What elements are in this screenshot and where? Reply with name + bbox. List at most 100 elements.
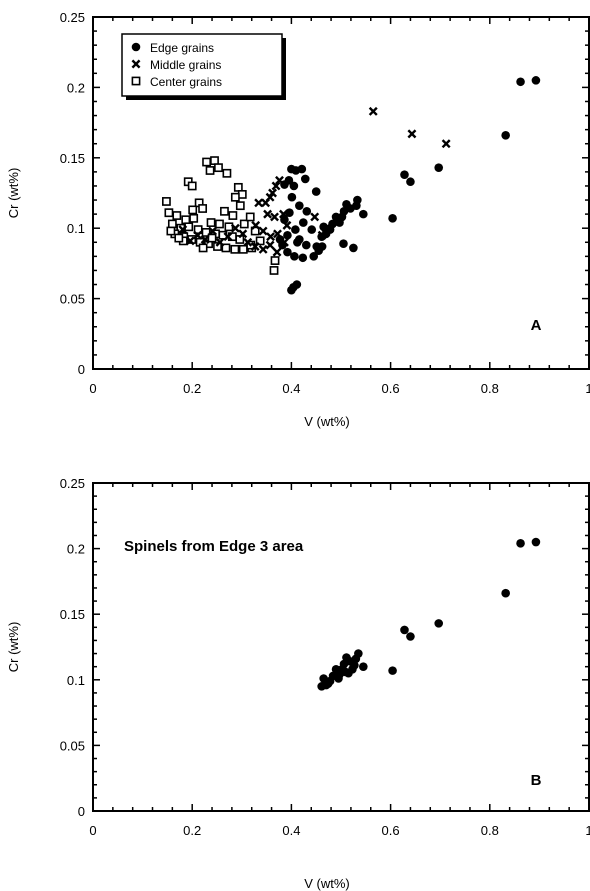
data-point-middle (263, 209, 273, 219)
y-tick-label: 0 (78, 362, 85, 377)
chart-annotation-title: Spinels from Edge 3 area (124, 538, 304, 555)
data-point-center (174, 233, 184, 243)
data-point-middle (272, 247, 282, 257)
x-tick-label: 0.4 (282, 823, 300, 838)
data-point-center (167, 219, 177, 229)
data-point-center (235, 201, 245, 211)
y-axis-label: Cr (wt%) (6, 622, 21, 673)
data-point-edge (317, 242, 327, 251)
x-tick-label: 1 (585, 823, 590, 838)
legend-entry-label: Edge grains (150, 41, 214, 55)
data-point-middle (230, 223, 240, 233)
x-tick-label: 0 (89, 381, 96, 396)
data-point-edge (342, 199, 351, 209)
chart-panel-a: 0 0.2 0.4 0.6 0.8 1 0 0.05 0.1 0.15 0.2 0.25 V (wt%)… (6, 10, 590, 429)
data-point-center (198, 204, 208, 213)
data-point-middle (254, 198, 264, 208)
data-point-middle (265, 240, 275, 250)
data-point-edge (350, 661, 359, 670)
data-point-edge (516, 539, 525, 548)
data-point-edge (319, 222, 328, 232)
data-point-center (239, 219, 249, 229)
data-point-center (188, 205, 198, 215)
y-tick-label: 0.25 (60, 10, 85, 25)
y-tick-label: 0.2 (67, 542, 85, 557)
data-point-center (198, 243, 208, 253)
data-point-edge (406, 632, 415, 641)
data-point-center (224, 222, 234, 232)
data-point-center (189, 213, 199, 223)
data-point-edge (289, 181, 299, 191)
data-point-edge (311, 187, 321, 196)
y-tick-label: 0.05 (60, 738, 85, 753)
data-point-middle (185, 236, 195, 246)
data-point-middle (131, 59, 141, 69)
x-tick-label: 0.4 (282, 381, 300, 396)
data-point-edge (287, 192, 297, 202)
data-point-edge (285, 208, 294, 218)
data-point-edge (295, 201, 304, 210)
y-axis-label: Cr (wt%) (6, 168, 21, 219)
data-point-center (221, 243, 231, 253)
data-point-middle (258, 244, 268, 254)
data-point-edge (290, 252, 299, 261)
data-point-center (255, 236, 265, 246)
data-point-edge (317, 232, 326, 241)
data-point-edge (280, 180, 289, 189)
data-point-edge (298, 253, 308, 263)
data-point-middle (270, 212, 279, 222)
data-point-middle (223, 232, 233, 242)
legend-entry-label: Middle grains (150, 58, 221, 72)
data-point-edge (283, 247, 292, 257)
data-point-center (237, 190, 247, 199)
data-point-middle (238, 229, 248, 239)
y-tick-label: 0.15 (60, 151, 85, 166)
data-point-edge (388, 214, 397, 223)
x-tick-label: 0.8 (481, 381, 499, 396)
plot-frame (92, 482, 590, 812)
data-point-edge (323, 679, 333, 689)
data-point-center (164, 208, 174, 218)
data-point-edge (280, 215, 289, 225)
data-point-middle (310, 212, 320, 222)
x-tick-label: 1 (585, 381, 590, 396)
data-point-center (166, 226, 176, 236)
data-point-center (230, 192, 240, 202)
data-point-center (181, 215, 191, 225)
x-tick-label: 0.2 (183, 823, 201, 838)
data-point-edge (359, 209, 368, 219)
data-point-edge (388, 666, 397, 675)
data-point-edge (297, 164, 307, 174)
data-point-middle (268, 188, 278, 198)
data-point-center (245, 212, 255, 222)
y-tick-label: 0.25 (60, 476, 85, 491)
y-tick-label: 0 (78, 804, 85, 819)
x-tick-label: 0 (89, 823, 96, 838)
data-point-edge (359, 662, 368, 671)
chart-panel-b: 0 0.2 0.4 0.6 0.8 1 0 0.05 0.1 0.15 0.2 0.25 V (wt%)… (6, 476, 590, 891)
panel-letter: B (531, 772, 542, 789)
data-point-center (207, 233, 217, 243)
data-point-middle (208, 226, 217, 236)
data-point-center (131, 76, 141, 86)
data-point-edge (287, 285, 296, 295)
data-point-edge (291, 225, 300, 234)
data-point-edge (301, 240, 311, 250)
data-point-center (222, 168, 232, 178)
data-point-edge (302, 207, 312, 216)
data-point-center (215, 219, 224, 229)
x-tick-label: 0.6 (382, 381, 400, 396)
data-point-edge (278, 240, 287, 250)
data-point-center (269, 266, 279, 275)
x-tick-label: 0.8 (481, 823, 499, 838)
data-point-edge (501, 588, 510, 598)
legend-entry-label: Center grains (150, 75, 222, 89)
data-point-edge (334, 674, 343, 683)
data-point-center (213, 242, 222, 251)
data-point-edge (349, 243, 358, 253)
data-point-edge (434, 163, 444, 172)
data-point-center (162, 197, 171, 206)
plot-frame (92, 16, 590, 370)
data-point-center (230, 244, 240, 254)
data-point-edge (307, 225, 317, 234)
